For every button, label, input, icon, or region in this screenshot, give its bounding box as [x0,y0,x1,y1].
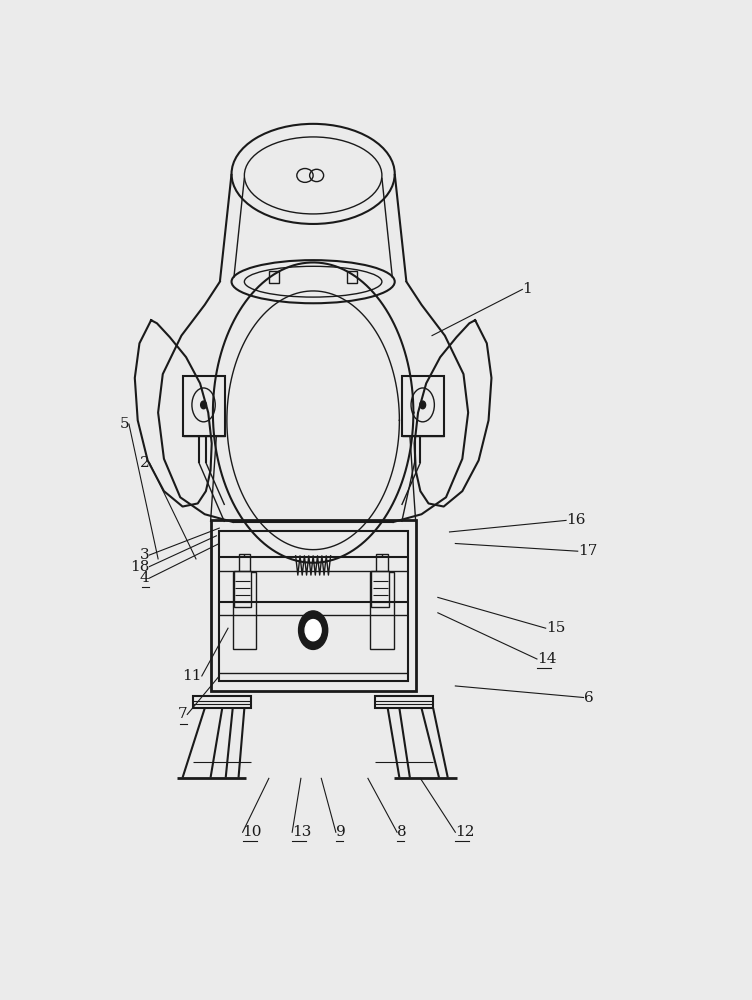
Bar [375,696,433,708]
Bar [219,531,408,681]
Text: 16: 16 [566,513,586,527]
Text: 13: 13 [293,825,311,839]
Bar [371,571,389,607]
Bar [269,271,279,283]
Circle shape [305,620,321,641]
Text: 1: 1 [523,282,532,296]
Text: 2: 2 [140,456,150,470]
Bar [376,554,388,572]
Bar [370,572,393,649]
Text: 5: 5 [120,417,129,431]
Text: 18: 18 [130,560,150,574]
Text: 4: 4 [140,571,150,585]
Ellipse shape [201,401,207,409]
Bar [183,376,225,436]
Text: 11: 11 [182,669,202,683]
Bar [234,571,251,607]
Text: 15: 15 [546,621,565,635]
Text: 12: 12 [456,825,475,839]
Circle shape [299,611,328,649]
Text: 3: 3 [140,548,150,562]
Text: 10: 10 [243,825,262,839]
Bar [232,572,256,649]
Text: 6: 6 [584,690,593,704]
Text: 17: 17 [578,544,597,558]
Text: 7: 7 [177,707,187,721]
Text: 9: 9 [336,825,346,839]
Bar [347,271,357,283]
Ellipse shape [420,401,426,409]
Bar [238,554,250,572]
Bar [193,696,251,708]
Bar [402,376,444,436]
Text: 8: 8 [397,825,407,839]
Text: 14: 14 [537,652,556,666]
Ellipse shape [232,260,395,303]
Bar [211,520,416,691]
